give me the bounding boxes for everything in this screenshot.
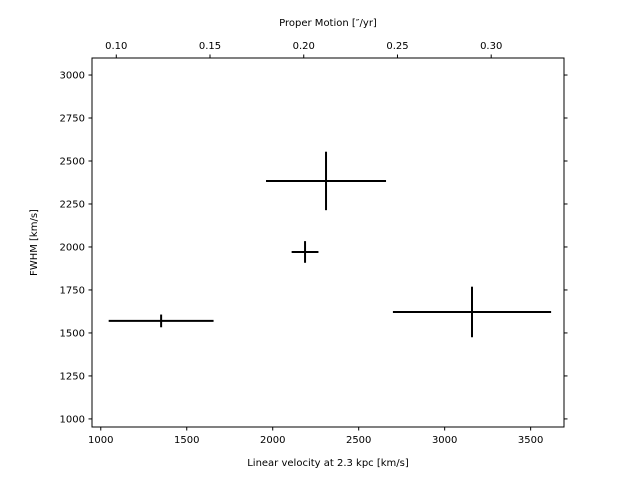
data-point xyxy=(392,286,552,338)
y-tick-label: 2250 xyxy=(60,199,85,210)
y-axis-label: FWHM [km/s] xyxy=(29,209,40,276)
top-x-tick-label: 0.15 xyxy=(199,41,221,52)
top-x-tick-label: 0.30 xyxy=(480,41,502,52)
y-tick-label: 1750 xyxy=(60,285,85,296)
y-tick-label: 2000 xyxy=(60,242,85,253)
top-x-tick-label: 0.10 xyxy=(105,41,127,52)
x-tick-label: 3000 xyxy=(432,435,457,446)
x-tick-label: 3500 xyxy=(518,435,543,446)
data-point xyxy=(291,241,319,263)
x-axis-label: Linear velocity at 2.3 kpc [km/s] xyxy=(247,458,409,469)
x-tick-label: 2500 xyxy=(346,435,371,446)
data-point xyxy=(266,151,387,211)
top-x-tick-label: 0.20 xyxy=(293,41,315,52)
top-x-axis-label: Proper Motion [″/yr] xyxy=(279,18,377,29)
top-x-tick-label: 0.25 xyxy=(386,41,408,52)
y-tick-label: 2500 xyxy=(60,156,85,167)
data-point xyxy=(108,314,214,328)
y-tick-label: 1000 xyxy=(60,414,85,425)
y-tick-label: 3000 xyxy=(60,71,85,82)
y-tick-label: 1500 xyxy=(60,328,85,339)
x-tick-label: 1000 xyxy=(88,435,113,446)
axes-frame xyxy=(91,57,565,428)
x-tick-label: 1500 xyxy=(174,435,199,446)
y-tick-label: 1250 xyxy=(60,371,85,382)
x-tick-label: 2000 xyxy=(260,435,285,446)
y-tick-label: 2750 xyxy=(60,114,85,125)
plot-area xyxy=(92,58,564,427)
